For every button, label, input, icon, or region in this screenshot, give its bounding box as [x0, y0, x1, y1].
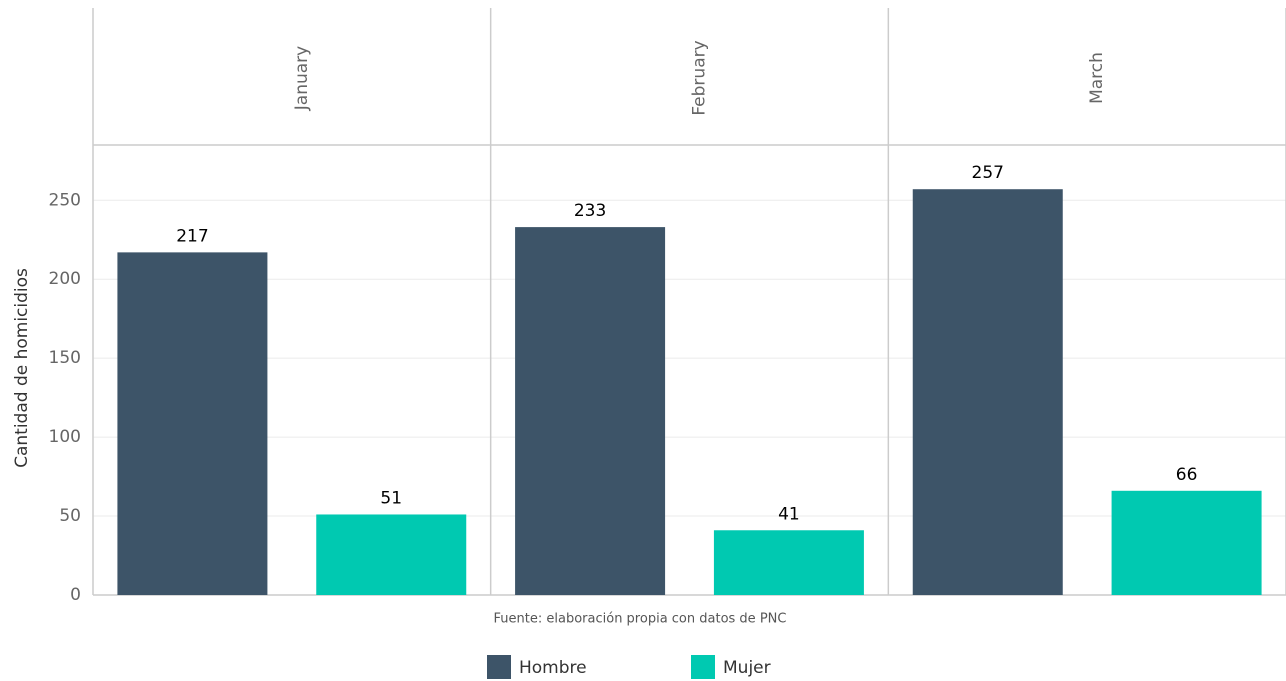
y-tick-label: 200 [49, 269, 81, 289]
legend-label: Mujer [723, 658, 771, 678]
facet-label: January [292, 46, 312, 111]
value-label: 66 [1176, 465, 1198, 485]
value-label: 233 [574, 201, 606, 221]
facet-label: March [1087, 52, 1107, 104]
legend-label: Hombre [519, 658, 587, 678]
y-tick-label: 100 [49, 427, 81, 447]
legend-swatch [487, 655, 511, 679]
legend-swatch [691, 655, 715, 679]
y-axis-title: Cantidad de homicidios [12, 268, 32, 468]
bar [316, 514, 467, 595]
y-tick-label: 150 [49, 348, 81, 368]
bar [1111, 490, 1262, 595]
bar [117, 252, 268, 596]
y-tick-label: 50 [59, 506, 81, 526]
y-tick-label: 0 [70, 585, 81, 605]
value-label: 257 [972, 163, 1004, 183]
bar [515, 227, 666, 595]
value-label: 217 [176, 226, 208, 246]
value-label: 51 [380, 488, 402, 508]
bar [713, 530, 864, 595]
bar [912, 189, 1063, 596]
y-tick-label: 250 [49, 190, 81, 210]
facet-label: February [690, 40, 710, 115]
value-label: 41 [778, 504, 800, 524]
caption: Fuente: elaboración propia con datos de … [494, 612, 787, 627]
